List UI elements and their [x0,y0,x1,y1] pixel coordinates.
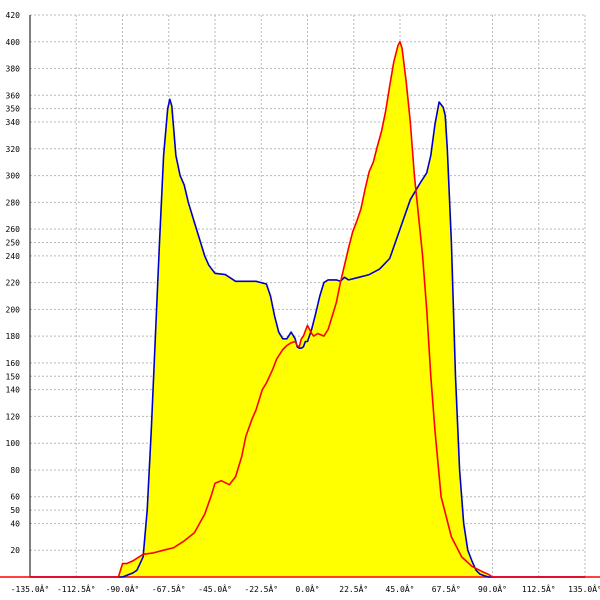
y-tick-label: 160 [6,359,21,368]
y-tick-label: 220 [6,279,21,288]
y-tick-label: 400 [6,38,21,47]
y-tick-label: 80 [10,466,20,475]
y-tick-label: 350 [6,105,21,114]
y-tick-label: 50 [10,506,20,515]
y-tick-label: 20 [10,546,20,555]
y-tick-label: 420 [6,11,21,20]
series-0-line [30,98,585,578]
y-tick-label: 200 [6,305,21,314]
area-fills [30,41,585,578]
y-tick-label: 100 [6,439,21,448]
x-tick-label: -22.5Â° [244,583,278,594]
x-tick-label: 135.0Â° [568,583,600,594]
y-tick-label: 60 [10,493,20,502]
y-tick-label: 340 [6,118,21,127]
y-tick-label: 380 [6,65,21,74]
y-tick-label: 120 [6,412,21,421]
y-tick-label: 260 [6,225,21,234]
x-tick-label: 67.5Â° [432,583,461,594]
y-tick-label: 140 [6,386,21,395]
x-tick-label: 112.5Â° [522,583,556,594]
y-tick-label: 250 [6,238,21,247]
x-tick-label: -135.0Â° [11,583,50,594]
x-tick-label: -67.5Â° [152,583,186,594]
series-1-line [30,40,585,578]
x-tick-label: -45.0Â° [198,583,232,594]
y-tick-label: 280 [6,198,21,207]
y-tick-label: 320 [6,145,21,154]
y-tick-label: 150 [6,372,21,381]
x-tick-label: 90.0Â° [478,583,507,594]
y-tick-label: 240 [6,252,21,261]
y-tick-label: 40 [10,519,20,528]
x-tick-label: 22.5Â° [339,583,368,594]
y-tick-label: 180 [6,332,21,341]
x-tick-label: -112.5Â° [57,583,96,594]
tick-labels: -135.0Â° -112.5Â° -90.0Â° -67.5Â° -45.0Â° -22… [6,11,600,594]
y-tick-label: 360 [6,91,21,100]
x-tick-label: 45.0Â° [386,583,415,594]
series-lines [30,40,585,578]
series-0-area [30,99,585,578]
x-tick-label: -90.0Â° [106,583,140,594]
series-1-area [30,41,585,578]
x-tick-label: 0.0Â° [295,583,319,594]
y-tick-label: 300 [6,172,21,181]
